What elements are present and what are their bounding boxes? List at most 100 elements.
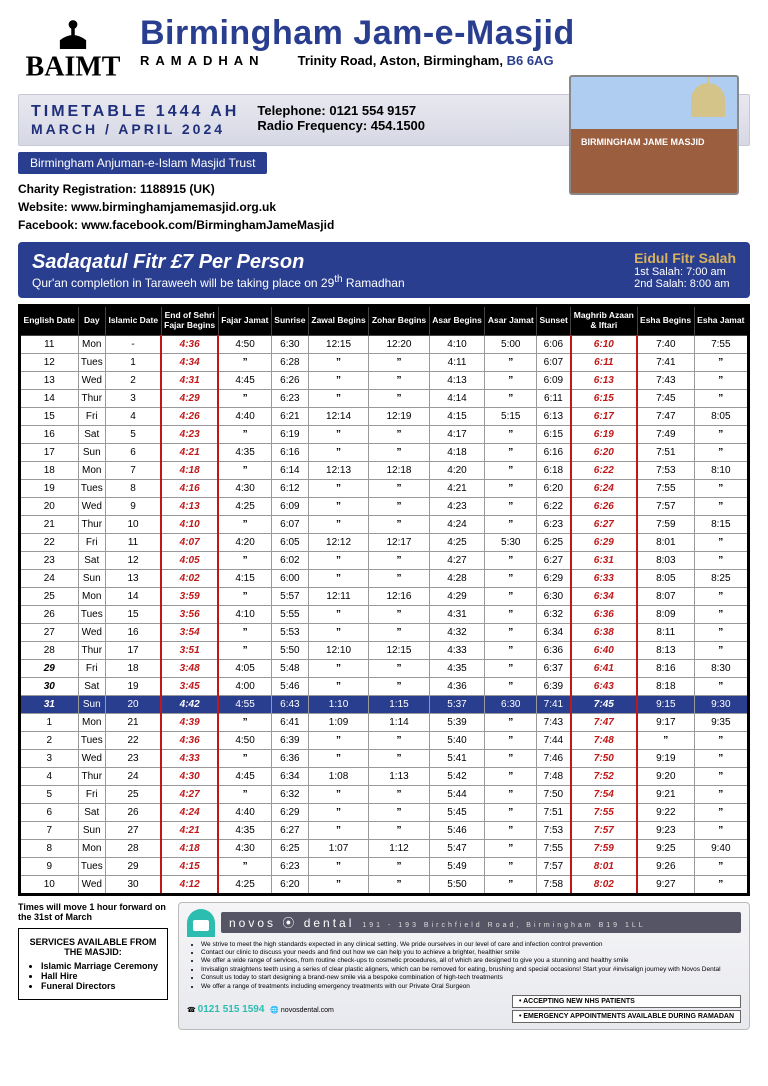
cell-d: Thur <box>78 389 105 407</box>
cell-fj: ” <box>218 641 271 659</box>
cell-sehri: 4:02 <box>161 569 218 587</box>
cell-d: Tues <box>78 479 105 497</box>
cell-e: 30 <box>20 677 79 695</box>
cell-d: Wed <box>78 497 105 515</box>
cell-i: 21 <box>105 713 161 731</box>
fitr-title: Sadaqatul Fitr £7 Per Person <box>32 251 405 274</box>
ad-brand: novos ⦿ dental191 - 193 Birchfield Road,… <box>221 912 741 933</box>
cell-zo: ” <box>369 785 429 803</box>
cell-zo: ” <box>369 803 429 821</box>
dst-note: Times will move 1 hour forward on the 31… <box>18 902 168 922</box>
cell-eb: 8:16 <box>637 659 694 677</box>
cell-fj: 4:10 <box>218 605 271 623</box>
cell-d: Tues <box>78 353 105 371</box>
cell-sehri: 3:54 <box>161 623 218 641</box>
cell-zo: ” <box>369 443 429 461</box>
tooth-icon <box>187 909 215 937</box>
cell-i: 2 <box>105 371 161 389</box>
cell-e: 29 <box>20 659 79 677</box>
cell-sr: 6:28 <box>271 353 308 371</box>
ad-bullet: Invisalign straightens teeth using a ser… <box>201 966 741 974</box>
ad-bullet: We offer a range of treatments including… <box>201 983 741 991</box>
cell-fj: 4:25 <box>218 497 271 515</box>
cell-eb: 8:01 <box>637 533 694 551</box>
cell-ab: 4:36 <box>429 677 485 695</box>
cell-sehri: 4:23 <box>161 425 218 443</box>
cell-e: 3 <box>20 749 79 767</box>
address: Trinity Road, Aston, Birmingham, B6 6AG <box>298 53 554 68</box>
cell-d: Fri <box>78 659 105 677</box>
cell-zo: 1:15 <box>369 695 429 713</box>
cell-eb: 9:20 <box>637 767 694 785</box>
cell-ej: ” <box>694 767 748 785</box>
cell-zo: 12:17 <box>369 533 429 551</box>
cell-i: 14 <box>105 587 161 605</box>
cell-sehri: 4:10 <box>161 515 218 533</box>
cell-ss: 6:37 <box>537 659 571 677</box>
cell-ab: 4:29 <box>429 587 485 605</box>
cell-ab: 5:46 <box>429 821 485 839</box>
cell-e: 1 <box>20 713 79 731</box>
cell-sr: 6:25 <box>271 839 308 857</box>
service-item: Funeral Directors <box>41 981 159 991</box>
cell-zw: 1:08 <box>308 767 368 785</box>
cell-zo: 1:12 <box>369 839 429 857</box>
table-row: 12Tues14:34”6:28””4:11”6:076:117:41” <box>20 353 749 371</box>
cell-zo: ” <box>369 605 429 623</box>
cell-d: Wed <box>78 875 105 894</box>
cell-eb: 7:43 <box>637 371 694 389</box>
cell-e: 23 <box>20 551 79 569</box>
cell-mg: 7:54 <box>571 785 637 803</box>
cell-e: 28 <box>20 641 79 659</box>
cell-sehri: 4:21 <box>161 443 218 461</box>
cell-ej: ” <box>694 443 748 461</box>
cell-i: 12 <box>105 551 161 569</box>
cell-sehri: 4:18 <box>161 461 218 479</box>
period: MARCH / APRIL 2024 <box>31 121 239 137</box>
cell-sr: 6:43 <box>271 695 308 713</box>
cell-ss: 6:20 <box>537 479 571 497</box>
cell-d: Fri <box>78 407 105 425</box>
cell-zw: ” <box>308 605 368 623</box>
table-row: 16Sat54:23”6:19””4:17”6:156:197:49” <box>20 425 749 443</box>
column-header: End of SehriFajar Begins <box>161 306 218 336</box>
table-row: 10Wed304:124:256:20””5:50”7:588:029:27” <box>20 875 749 894</box>
cell-sr: 6:20 <box>271 875 308 894</box>
cell-sehri: 3:45 <box>161 677 218 695</box>
cell-mg: 8:02 <box>571 875 637 894</box>
footer: Times will move 1 hour forward on the 31… <box>18 902 750 1031</box>
cell-i: 4 <box>105 407 161 425</box>
contact-block: Telephone: 0121 554 9157 Radio Frequency… <box>257 103 425 133</box>
cell-zo: ” <box>369 497 429 515</box>
table-row: 11Mon-4:364:506:3012:1512:204:105:006:06… <box>20 335 749 353</box>
cell-fj: 4:40 <box>218 803 271 821</box>
cell-ss: 7:55 <box>537 839 571 857</box>
eid-times: Eidul Fitr Salah 1st Salah: 7:00 am 2nd … <box>634 250 736 290</box>
cell-sr: 5:55 <box>271 605 308 623</box>
table-row: 6Sat264:244:406:29””5:45”7:517:559:22” <box>20 803 749 821</box>
cell-sr: 6:34 <box>271 767 308 785</box>
cell-zo: ” <box>369 479 429 497</box>
table-row: 26Tues153:564:105:55””4:31”6:326:368:09” <box>20 605 749 623</box>
cell-sr: 6:36 <box>271 749 308 767</box>
cell-d: Sat <box>78 551 105 569</box>
column-header: Asar Begins <box>429 306 485 336</box>
cell-eb: 7:41 <box>637 353 694 371</box>
cell-i: 29 <box>105 857 161 875</box>
cell-zo: ” <box>369 353 429 371</box>
cell-e: 25 <box>20 587 79 605</box>
cell-mg: 7:48 <box>571 731 637 749</box>
cell-aj: ” <box>485 803 537 821</box>
ad-bullet: We offer a wide range of services, from … <box>201 957 741 965</box>
cell-fj: 4:05 <box>218 659 271 677</box>
cell-aj: ” <box>485 479 537 497</box>
cell-sr: 5:53 <box>271 623 308 641</box>
cell-zo: ” <box>369 623 429 641</box>
cell-d: Tues <box>78 731 105 749</box>
cell-ab: 5:40 <box>429 731 485 749</box>
cell-sr: 6:00 <box>271 569 308 587</box>
cell-sr: 6:26 <box>271 371 308 389</box>
cell-zw: 12:13 <box>308 461 368 479</box>
cell-sehri: 4:24 <box>161 803 218 821</box>
cell-sr: 6:23 <box>271 389 308 407</box>
